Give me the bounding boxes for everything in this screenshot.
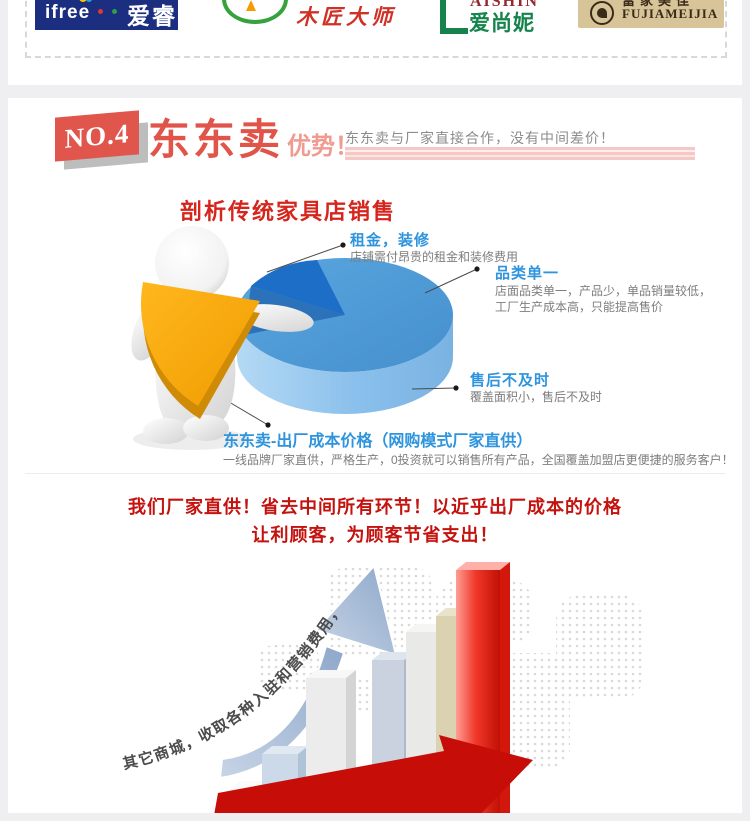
section-divider: [25, 473, 725, 474]
point-label-aftersale: 售后不及时: [470, 372, 551, 389]
ifree-dot-icon: [112, 9, 117, 14]
connector-lines: [223, 244, 478, 426]
ifree-dot-icon: [86, 0, 92, 2]
connector-dots: [265, 242, 480, 428]
red-right-arrow: [214, 735, 533, 813]
analysis-title: 剖析传统家具店销售: [179, 199, 396, 224]
brand-logo-fujiameijia: 富家美佳 FUJIAMEIJIA: [578, 0, 724, 28]
brand-logos-panel: ifree 爱睿 木匠大师 AISHIN 爱尚妮 富家美佳 FUJIAMEIJI…: [8, 0, 742, 85]
no4-badge-label: NO.4: [64, 117, 130, 154]
point-desc-rent: 店铺需付昂贵的租金和装修费用: [350, 250, 519, 264]
growth-arrow-illustration: 其它商城，收取各种入驻和营销费用，价格虚高: [8, 553, 644, 813]
advantage-section-panel: NO.4 东东卖 优势！ 东东卖与厂家直接合作，没有中间差价！ 剖析传统家具店销售: [8, 98, 742, 813]
no4-badge: NO.4: [55, 110, 139, 162]
pie-dark-slice: [251, 260, 345, 315]
aishin-wordmark: AISHIN: [470, 0, 539, 10]
page-title: 东东卖: [148, 116, 284, 163]
fujiameijia-cn-label: 富家美佳: [622, 0, 695, 8]
point-label-category: 品类单一: [495, 265, 560, 282]
ifree-cn-label: 爱睿: [127, 3, 177, 29]
aishin-cn-label: 爱尚妮: [469, 12, 535, 35]
orange-wedge-slice: [140, 282, 260, 419]
fujiameijia-emblem-icon: [590, 1, 614, 25]
point-desc-aftersale: 覆盖面积小，售后不及时: [470, 390, 603, 404]
brand-logo-ifree: ifree 爱睿: [35, 0, 178, 30]
section-header: 东东卖 优势！: [148, 106, 359, 167]
ifree-dot-icon: [79, 0, 87, 2]
fujiameijia-wordmark: FUJIAMEIJIA: [622, 6, 719, 21]
ifree-dot-icon: [98, 9, 103, 14]
statement-line-2: 让利顾客，为顾客节省支出！: [251, 525, 499, 545]
dashed-border-box: [25, 0, 727, 58]
mujiang-mark-icon: [246, 0, 256, 11]
header-subtitle: 东东卖与厂家直接合作，没有中间差价！: [345, 130, 615, 146]
statement-line-1: 我们厂家直供！省去中间所有环节！以近乎出厂成本的价格: [128, 497, 622, 517]
point-desc-category-1: 店面品类单一，产品少，单品销量较低，: [495, 284, 712, 298]
conclusion-label: 东东卖-出厂成本价格（网购模式厂家直供）: [223, 433, 533, 450]
factory-direct-statement: 我们厂家直供！省去中间所有环节！以近乎出厂成本的价格 让利顾客，为顾客节省支出！: [8, 493, 742, 549]
pie-3d: [237, 258, 453, 414]
point-label-rent: 租金，装修: [350, 232, 431, 249]
pie-chart-illustration: [131, 226, 480, 450]
conclusion-desc: 一线品牌厂家直供，严格生产，0投资就可以销售所有产品，全国覆盖加盟店更便捷的服务…: [223, 453, 734, 467]
brand-logo-mujiangdashi: 木匠大师: [296, 5, 396, 29]
header-stripes-decoration: [345, 147, 695, 160]
point-desc-category-2: 工厂生产成本高，只能提高售价: [495, 300, 664, 314]
aishin-bracket-icon: [440, 0, 468, 34]
ifree-wordmark: ifree: [45, 2, 91, 23]
